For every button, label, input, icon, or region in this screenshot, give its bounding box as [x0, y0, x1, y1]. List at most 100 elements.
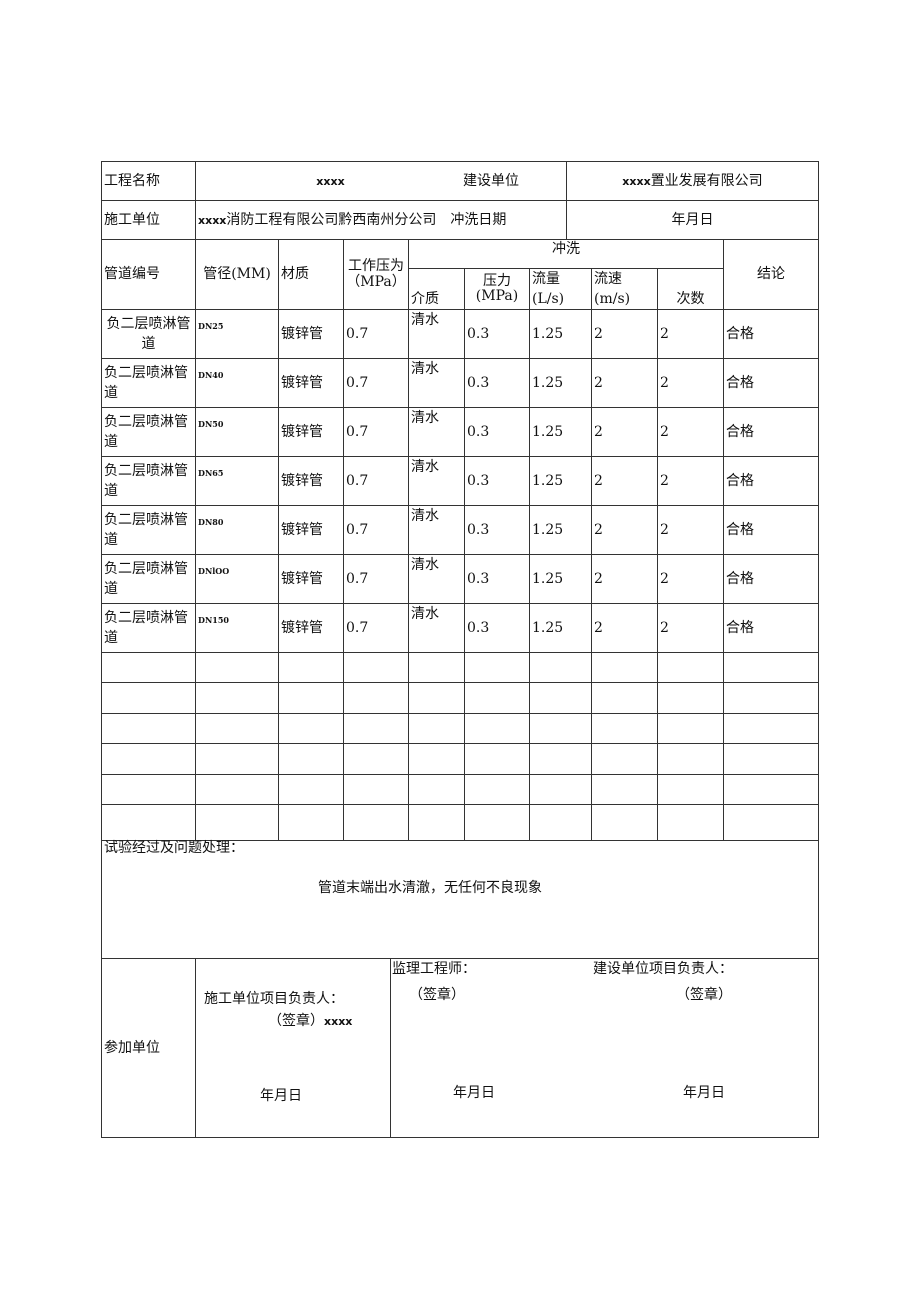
empty-cell [278, 651, 344, 683]
supervisor-date: 年月日 [453, 1084, 495, 1101]
empty-cell [529, 773, 592, 805]
cell-velocity: 2 [591, 406, 658, 457]
empty-cell [195, 682, 279, 714]
cell-wp: 0.7 [343, 504, 409, 555]
table-row: 负二层喷淋管道 DN150 镀锌管 0.7 清水 0.3 1.25 2 2 合格 [101, 602, 820, 653]
supervisor-label: 监理工程师： [392, 960, 476, 977]
contractor-prefix: xxxx [198, 213, 227, 227]
empty-cell [408, 743, 465, 775]
table-row: 负二层喷淋管道 DN40 镀锌管 0.7 清水 0.3 1.25 2 2 合格 [101, 357, 820, 408]
col-times: 次数 [656, 267, 725, 310]
cell-result: 合格 [723, 308, 820, 359]
empty-cell [343, 804, 409, 841]
cell-material: 镀锌管 [278, 308, 344, 359]
empty-cell [656, 804, 725, 841]
contractor-value: 消防工程有限公司黔西南州分公司 [226, 211, 437, 228]
cell-pressure: 0.3 [464, 504, 530, 555]
empty-cell [656, 773, 725, 805]
table-row: 负二层喷淋管道 DN80 镀锌管 0.7 清水 0.3 1.25 2 2 合格 [101, 504, 820, 555]
empty-cell [343, 773, 409, 805]
cell-wp: 0.7 [343, 553, 409, 604]
flush-date: 年月日 [566, 200, 819, 240]
cell-times: 2 [656, 553, 725, 604]
empty-cell [278, 682, 344, 714]
col-medium: 介质 [408, 267, 465, 310]
cell-result: 合格 [723, 406, 820, 457]
table-row: 负二层喷淋管道 DN65 镀锌管 0.7 清水 0.3 1.25 2 2 合格 [101, 455, 820, 506]
table-row: 负二层喷淋管道 DNlOO 镀锌管 0.7 清水 0.3 1.25 2 2 合格 [101, 553, 820, 604]
empty-cell [656, 712, 725, 744]
table-row: 负二层喷淋管道 DN25 镀锌管 0.7 清水 0.3 1.25 2 2 合格 [101, 308, 820, 359]
cell-dn: DN65 [195, 455, 279, 506]
cell-pipe: 负二层喷淋管道 [101, 406, 196, 457]
builder-prefix: xxxx [622, 174, 651, 188]
empty-cell [591, 651, 658, 683]
empty-cell [723, 682, 820, 714]
cell-medium: 清水 [408, 455, 465, 506]
empty-cell [464, 773, 530, 805]
cell-pipe: 负二层喷淋管道 [101, 602, 196, 653]
owner-seal: （签章） [676, 986, 732, 1003]
cell-pipe: 负二层喷淋管道 [101, 553, 196, 604]
empty-cell [101, 743, 196, 775]
empty-cell [343, 682, 409, 714]
empty-row [101, 773, 820, 805]
process-cell: 试验经过及问题处理： 管道末端出水清澈，无任何不良现象 [100, 838, 820, 959]
empty-cell [529, 712, 592, 744]
cell-result: 合格 [723, 553, 820, 604]
cell-medium: 清水 [408, 406, 465, 457]
empty-cell [408, 651, 465, 683]
participants-label: 参加单位 [101, 957, 196, 1138]
empty-cell [529, 743, 592, 775]
cell-times: 2 [656, 602, 725, 653]
empty-cell [656, 743, 725, 775]
cell-pipe: 负二层喷淋管道 [101, 357, 196, 408]
owner-lead: 建设单位项目负责人： [593, 960, 733, 977]
cell-times: 2 [656, 504, 725, 555]
col-work-pressure: 工作压为（MPa） [343, 239, 409, 310]
empty-cell [656, 682, 725, 714]
empty-cell [656, 651, 725, 683]
cell-dn: DNlOO [195, 553, 279, 604]
cell-result: 合格 [723, 602, 820, 653]
empty-cell [195, 651, 279, 683]
supervisor-owner-cell: 监理工程师： （签章） 年月日 建设单位项目负责人： （签章） 年月日 [389, 957, 820, 1138]
cell-dn: DN80 [195, 504, 279, 555]
cell-pressure: 0.3 [464, 455, 530, 506]
cell-result: 合格 [723, 504, 820, 555]
col-flush: 冲洗 [407, 239, 725, 269]
empty-cell [723, 804, 820, 841]
cell-dn: DN150 [195, 602, 279, 653]
cell-velocity: 2 [591, 553, 658, 604]
empty-cell [591, 743, 658, 775]
cell-flow: 1.25 [529, 553, 592, 604]
empty-cell [278, 712, 344, 744]
cell-pipe: 负二层喷淋管道 [101, 504, 196, 555]
project-name-cell: xxxx 建设单位 [195, 161, 567, 201]
cell-medium: 清水 [408, 504, 465, 555]
empty-row [101, 743, 820, 775]
empty-row [101, 651, 820, 683]
empty-cell [408, 712, 465, 744]
empty-cell [408, 773, 465, 805]
empty-cell [101, 773, 196, 805]
empty-cell [529, 804, 592, 841]
col-diameter: 管径(MM) [195, 239, 279, 310]
empty-cell [408, 682, 465, 714]
empty-cell [343, 743, 409, 775]
empty-cell [464, 682, 530, 714]
empty-cell [464, 712, 530, 744]
cell-pressure: 0.3 [464, 602, 530, 653]
cell-wp: 0.7 [343, 455, 409, 506]
cell-flow: 1.25 [529, 406, 592, 457]
builder-value: 置业发展有限公司 [650, 172, 763, 189]
flush-table: 管道编号 管径(MM) 材质 工作压为（MPa） 冲洗 结论 介质 压力(MPa… [101, 239, 820, 841]
cell-pressure: 0.3 [464, 357, 530, 408]
cell-material: 镀锌管 [278, 553, 344, 604]
contractor-sign-cell: 施工单位项目负责人： （签章）xxxx 年月日 [195, 957, 391, 1138]
contractor-name: xxxx [324, 1014, 353, 1028]
cell-medium: 清水 [408, 357, 465, 408]
owner-date: 年月日 [683, 1084, 725, 1101]
cell-material: 镀锌管 [278, 357, 344, 408]
process-text: 管道末端出水清澈，无任何不良现象 [318, 880, 542, 896]
